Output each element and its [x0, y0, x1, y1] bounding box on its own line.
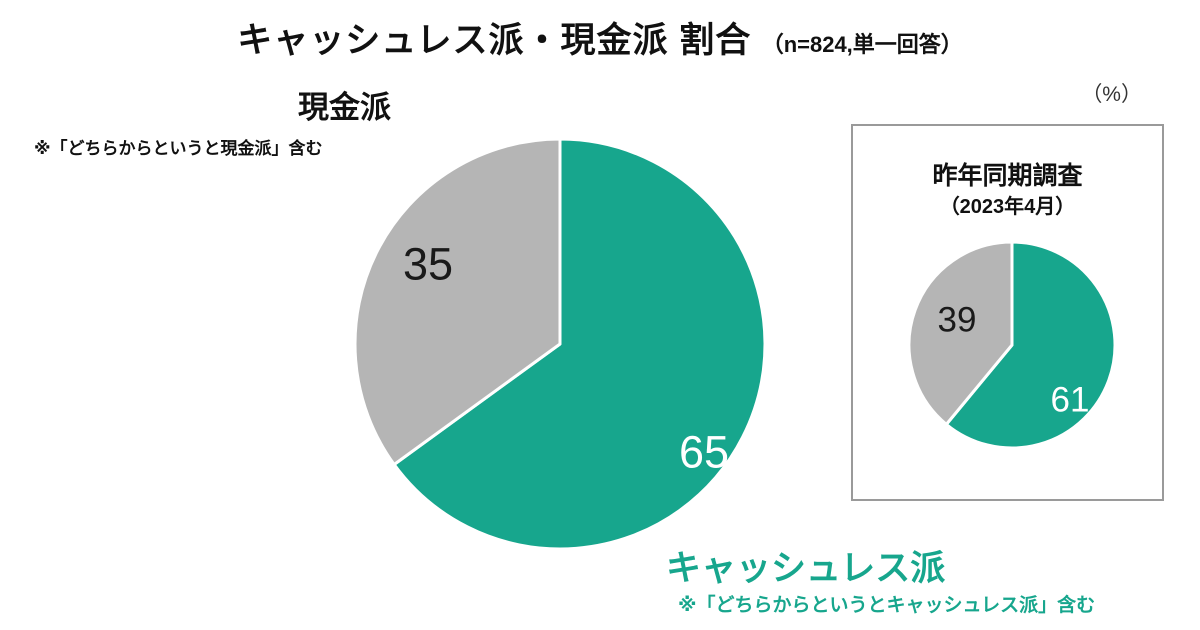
cashless-value-main: 65	[678, 426, 730, 478]
cash-value-inset: 39	[937, 300, 977, 340]
pie-slice-cashless	[392, 137, 767, 551]
unit-label: （%）	[1081, 83, 1142, 106]
pie-slice-cash	[907, 240, 1014, 426]
title-sample-note: （n=824,単一回答）	[761, 32, 963, 57]
title-main: キャッシュレス派・現金派 割合	[237, 21, 752, 60]
inset-title: 昨年同期調査	[932, 162, 1083, 190]
pie-slice-cashless	[944, 240, 1117, 450]
previous-survey-box: 昨年同期調査 （2023年4月） 39 61	[851, 124, 1164, 501]
cashless-group-label: キャッシュレス派	[666, 549, 946, 588]
inset-subtitle: （2023年4月）	[939, 196, 1076, 218]
cash-group-label: 現金派	[298, 90, 391, 125]
cashless-group-note: ※「どちらからというとキャッシュレス派」含む	[678, 595, 1096, 616]
cash-group-note: ※「どちらからというと現金派」含む	[34, 139, 323, 158]
cashless-value-inset: 61	[1050, 380, 1090, 420]
pie-slice-cash	[353, 137, 562, 466]
main-pie-chart	[353, 137, 767, 551]
cash-value-main: 35	[402, 238, 454, 290]
inset-pie-chart	[907, 240, 1117, 450]
page-title: キャッシュレス派・現金派 割合 （n=824,単一回答）	[0, 12, 1200, 63]
